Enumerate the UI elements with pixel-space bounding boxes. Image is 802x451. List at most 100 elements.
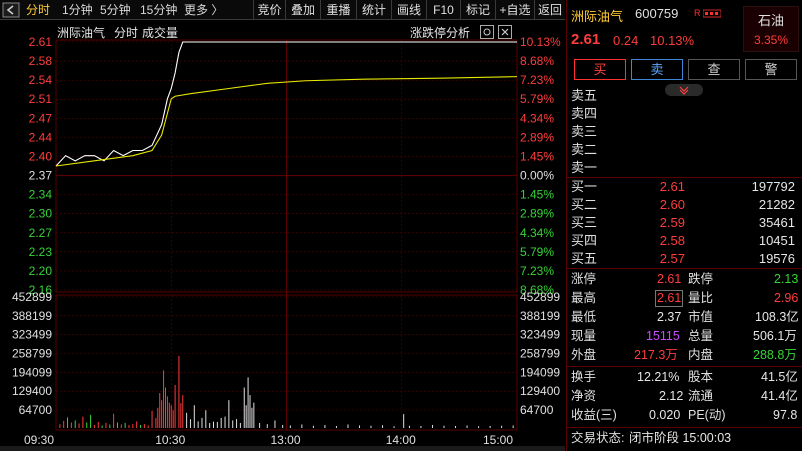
eps-value: 0.020 [649, 408, 681, 422]
overlay-button[interactable]: 叠加 [285, 0, 320, 20]
price-change-pct: 10.13% [650, 33, 695, 48]
price-tick-label: 2.51 [29, 92, 53, 106]
pe-value: 97.8 [773, 408, 798, 422]
return-button[interactable]: 返回 [534, 0, 565, 20]
statistics-button[interactable]: 统计 [356, 0, 391, 20]
price-tick-label: 2.20 [29, 264, 53, 278]
sector-name: 石油 [757, 13, 784, 28]
close-chart-icon[interactable] [498, 25, 512, 39]
share-capital-value: 41.5亿 [761, 370, 798, 384]
volume-tick-label-right: 452899 [520, 290, 560, 304]
price-tick-label: 2.27 [29, 226, 53, 240]
turnover-value: 12.21% [637, 370, 680, 384]
stock-code: 600759 [635, 6, 679, 21]
draw-line-button[interactable]: 画线 [391, 0, 426, 20]
price-tick-label: 2.61 [29, 35, 53, 49]
low-value: 2.37 [657, 310, 682, 324]
volume-tick-label: 64700 [19, 403, 53, 417]
price-tick-label: 2.23 [29, 245, 53, 259]
bid-price: 2.61 [659, 179, 685, 194]
total-volume-value: 506.1万 [753, 329, 797, 343]
pct-tick-label: 1.45% [520, 188, 554, 202]
volume-tick-label-right: 323499 [520, 328, 560, 342]
bid-row-4: 买四 2.58 10451 [567, 232, 802, 250]
price-tick-label: 2.54 [29, 73, 53, 87]
market-cap-label: 市值 [688, 310, 714, 324]
limit-analysis-label[interactable]: 涨跌停分析 [410, 26, 471, 40]
volume-ratio-label: 量比 [688, 291, 714, 305]
pct-tick-label: 5.79% [520, 92, 554, 106]
replay-button[interactable]: 重播 [320, 0, 356, 20]
bid-label: 买五 [571, 251, 598, 266]
time-tick-label: 09:30 [24, 433, 54, 447]
bid-label: 买四 [571, 233, 598, 248]
share-capital-label: 股本 [688, 370, 714, 384]
volume-tick-label: 323499 [12, 328, 52, 342]
period-tab-more[interactable]: 更多 〉 [184, 3, 224, 17]
ask-row-4: 卖四 [567, 105, 802, 123]
price-line [55, 41, 517, 167]
ask-row-3: 卖三 [567, 123, 802, 141]
time-tick-label: 15:00 [483, 433, 513, 447]
volume-tick-label-right: 64700 [520, 403, 554, 417]
pct-tick-label: 0.00% [520, 169, 554, 183]
buy-button[interactable]: 买 [574, 59, 626, 80]
price-tick-label: 2.47 [29, 111, 53, 125]
alert-button[interactable]: 警 [745, 59, 797, 80]
trade-status-label: 交易状态: [571, 431, 625, 445]
collapse-toggle[interactable] [665, 84, 703, 96]
status-divider [567, 427, 802, 428]
period-tab-1min[interactable]: 1分钟 [62, 3, 93, 17]
mark-button[interactable]: 标记 [460, 0, 495, 20]
settings-icon[interactable] [480, 25, 494, 39]
bid-volume: 35461 [758, 215, 795, 230]
sell-button[interactable]: 卖 [631, 59, 683, 80]
pct-tick-label: 4.34% [520, 226, 554, 240]
price-tick-label: 2.37 [29, 169, 53, 183]
limit-up-label: 涨停 [571, 272, 597, 286]
total-volume-label: 总量 [688, 329, 714, 343]
bid-label: 买一 [571, 179, 598, 194]
ask-label: 卖三 [571, 124, 598, 139]
chart-mode-label: 分时 [114, 26, 139, 40]
limit-up-value: 2.61 [657, 272, 682, 286]
period-tab-timeshare[interactable]: 分时 [26, 3, 51, 17]
price-tick-label: 2.16 [29, 283, 53, 297]
chart-stock-name: 洲际油气 [57, 26, 106, 40]
chart-volume-label: 成交量 [142, 26, 179, 40]
volume-ratio-value: 2.96 [774, 291, 799, 305]
limit-down-label: 跌停 [688, 272, 714, 286]
period-tab-5min[interactable]: 5分钟 [100, 3, 131, 17]
price-change: 0.24 [613, 33, 639, 48]
bottom-tab-strip [0, 446, 565, 451]
volume-tick-label: 194099 [12, 365, 52, 379]
price-tick-label: 2.40 [29, 149, 53, 163]
ask-row-1: 卖一 [567, 159, 802, 177]
time-tick-label: 14:00 [386, 433, 416, 447]
bid-price: 2.58 [659, 233, 685, 248]
volume-tick-label: 452899 [12, 290, 52, 304]
time-tick-label: 13:00 [271, 433, 301, 447]
average-line [55, 76, 518, 167]
time-tick-label: 10:30 [155, 433, 185, 447]
bid-volume: 21282 [758, 197, 795, 212]
period-tab-15min[interactable]: 15分钟 [140, 3, 178, 17]
back-arrow-icon[interactable] [2, 2, 20, 18]
ask-label: 卖五 [571, 88, 598, 103]
volume-tick-label: 129400 [12, 384, 52, 398]
low-label: 最低 [571, 310, 597, 324]
volume-tick-label-right: 194099 [520, 365, 560, 379]
bid-row-2: 买二 2.60 21282 [567, 196, 802, 214]
pct-tick-label: 2.89% [520, 207, 554, 221]
add-watchlist-button[interactable]: +自选 [495, 0, 534, 20]
auction-button[interactable]: 竞价 [253, 0, 285, 20]
pct-tick-label: 7.23% [520, 264, 554, 278]
query-button[interactable]: 查 [688, 59, 740, 80]
turnover-label: 换手 [571, 370, 597, 384]
sector-box[interactable]: 石油 3.35% [743, 6, 799, 52]
quote-panel: 洲际油气 600759 R 2.61 0.24 10.13% 石油 3.35% … [566, 0, 802, 451]
net-asset-label: 净资 [571, 389, 597, 403]
current-volume-value: 15115 [646, 329, 680, 343]
sector-pct: 3.35% [753, 33, 789, 47]
f10-button[interactable]: F10 [426, 0, 460, 20]
